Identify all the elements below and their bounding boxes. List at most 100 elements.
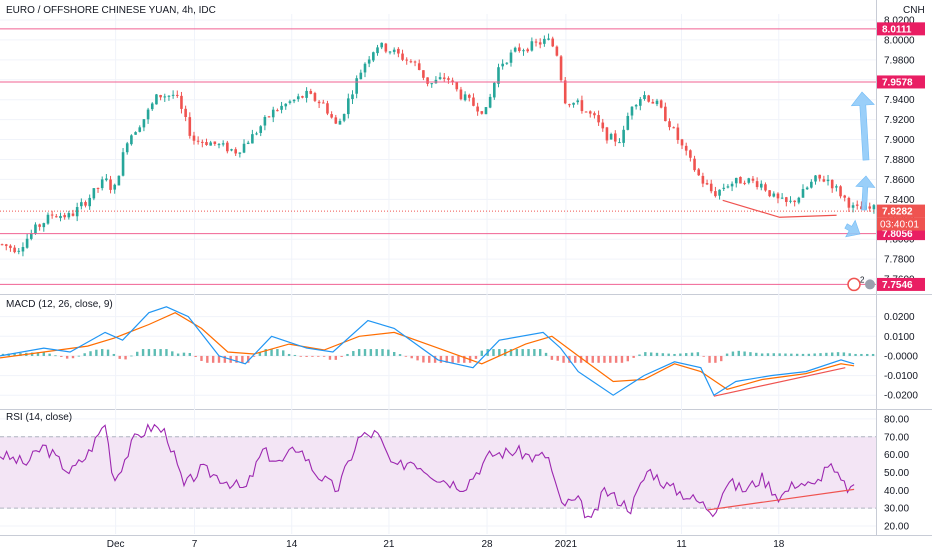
candle-body (764, 184, 767, 191)
candle-body (684, 145, 688, 151)
y-tick-label: 7.8000 (884, 235, 915, 246)
candle (109, 175, 112, 194)
macd-histogram-bar (503, 349, 507, 356)
macd-histogram-bar (211, 355, 215, 363)
candle (142, 119, 146, 132)
candle-body (401, 53, 404, 60)
candle-body (88, 197, 91, 207)
macd-histogram-bar (591, 355, 594, 363)
candle (467, 93, 471, 102)
macd-histogram-bar (159, 349, 162, 356)
candle-body (513, 47, 517, 52)
candle-body (67, 213, 71, 218)
candle-body (305, 90, 308, 98)
candle (392, 47, 396, 55)
candle (409, 59, 413, 64)
candle (305, 87, 308, 103)
macd-histogram-bar (334, 355, 337, 360)
macd-histogram-bar (106, 349, 110, 356)
candle-body (130, 135, 133, 145)
candle (634, 104, 638, 110)
candle (100, 176, 104, 191)
candle (593, 111, 596, 119)
macd-histogram-bar (60, 355, 63, 357)
candle (134, 131, 137, 135)
candle-body (643, 95, 646, 99)
candle-body (722, 187, 726, 189)
rsi-band (0, 436, 876, 509)
macd-histogram-bar (270, 349, 273, 356)
candle (205, 138, 208, 146)
candle (263, 115, 267, 131)
macd-histogram-bar (533, 349, 536, 356)
candle-body (155, 94, 158, 105)
macd-histogram-bar (696, 352, 700, 356)
candle (138, 125, 142, 133)
candle-body (584, 111, 588, 113)
candle-body (29, 233, 33, 239)
candle-body (522, 50, 525, 52)
macd-histogram-bar (720, 355, 723, 362)
candle-body (438, 77, 442, 79)
candle-body (430, 83, 434, 85)
y-tick-label: 7.9800 (884, 55, 915, 66)
candle (613, 130, 617, 147)
candle-body (751, 178, 755, 181)
macd-histogram-bar (766, 353, 770, 356)
projection-arrow-down-icon (844, 219, 861, 238)
candle (213, 141, 217, 146)
candle (764, 182, 767, 192)
candle (355, 75, 358, 99)
candle (772, 191, 776, 198)
macd-histogram-bar (48, 353, 51, 356)
candle (843, 194, 847, 202)
candle (330, 111, 333, 119)
macd-histogram-bar (13, 353, 16, 356)
macd-histogram-bar (831, 352, 834, 356)
macd-histogram-bar (241, 355, 244, 363)
y-tick-label: 70.00 (884, 432, 909, 443)
candle-body (71, 213, 75, 216)
macd-histogram-bar (492, 349, 495, 356)
macd-histogram-bar (760, 353, 764, 356)
candle (384, 42, 388, 54)
macd-histogram-bar (702, 355, 705, 357)
candle-body (276, 110, 279, 112)
macd-histogram-bar (217, 355, 221, 363)
candle-body (159, 95, 162, 98)
candle (689, 149, 692, 162)
candle (4, 243, 8, 251)
candle (438, 72, 442, 81)
candle-body (92, 188, 96, 199)
candle (522, 48, 525, 56)
candle (246, 140, 250, 145)
candle (363, 62, 367, 78)
candle-body (25, 238, 29, 248)
candle (80, 198, 83, 210)
candle (84, 200, 87, 208)
candle (584, 111, 588, 113)
candle (839, 185, 842, 199)
candle (647, 94, 650, 103)
candle-body (296, 96, 300, 100)
macd-histogram-bar (287, 353, 291, 356)
candle-body (476, 106, 479, 112)
candle-body (121, 152, 125, 176)
candle-body (534, 41, 538, 43)
macd-histogram-bar (422, 355, 425, 363)
candle-body (568, 104, 571, 106)
macd-histogram-bar (550, 355, 554, 360)
candle-body (810, 181, 813, 188)
macd-histogram-bar (515, 349, 519, 356)
candle-body (38, 224, 41, 227)
candle (50, 210, 54, 219)
rsi-line (0, 423, 855, 519)
candle (284, 103, 288, 110)
candle (59, 212, 62, 222)
candle (605, 126, 609, 144)
candle (734, 177, 738, 188)
candle (518, 43, 521, 53)
macd-histogram-bar (801, 353, 805, 356)
candle-body (217, 144, 221, 146)
